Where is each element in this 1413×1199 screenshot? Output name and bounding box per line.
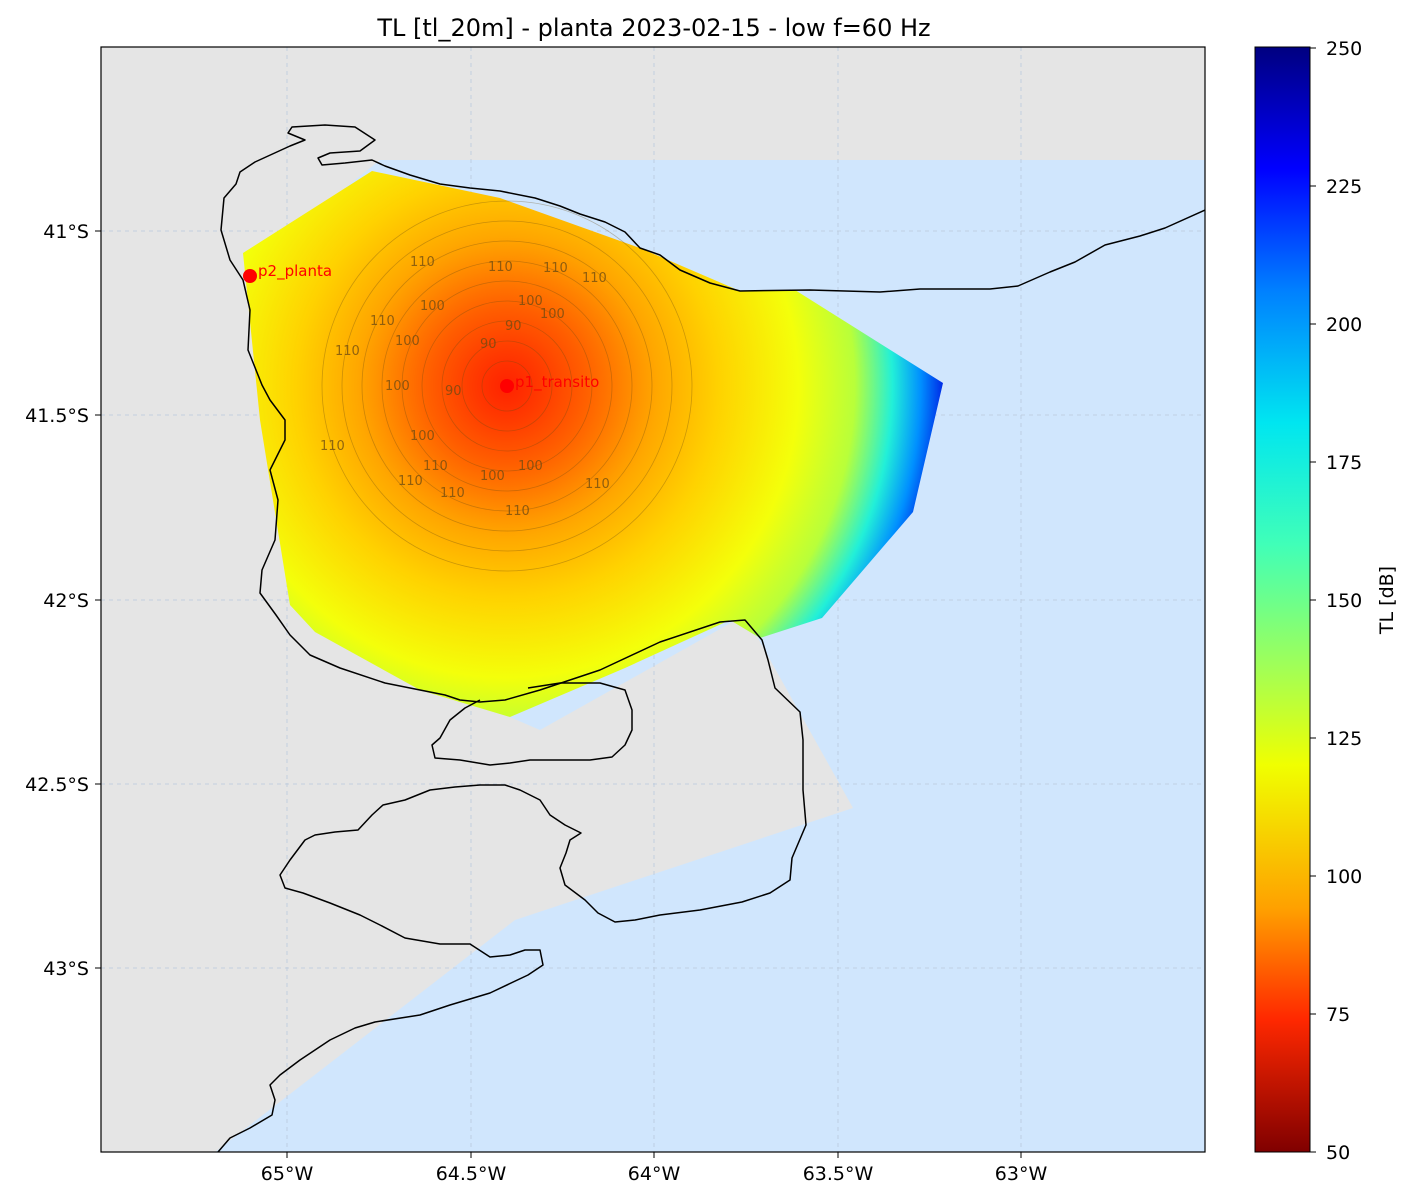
marker-p2-planta[interactable] [243, 269, 257, 283]
map-title: TL [tl_20m] - planta 2023-02-15 - low f=… [376, 14, 930, 42]
contour-label: 100 [480, 469, 505, 484]
map-area: 110 110 110 110 100 100 100 110 110 100 … [101, 47, 1205, 1152]
y-tick-label: 42.5°S [25, 774, 89, 796]
x-tick-label: 63.5°W [803, 1163, 874, 1185]
tl-field-core [243, 171, 943, 717]
station-markers: p2_planta p1_transito [243, 262, 599, 393]
colorbar-tick: 100 [1326, 866, 1362, 888]
y-tick-label: 41.5°S [25, 405, 89, 427]
contour-label: 90 [445, 384, 462, 399]
contour-label: 110 [410, 255, 435, 270]
x-tick-label: 65°W [261, 1163, 314, 1185]
contour-label: 100 [395, 334, 420, 349]
contour-label: 110 [582, 271, 607, 286]
contour-label: 100 [540, 307, 565, 322]
contour-labels: 110 110 110 110 100 100 100 110 110 100 … [320, 255, 610, 519]
colorbar-label: TL [dB] [1376, 566, 1398, 635]
colorbar-tick: 75 [1326, 1004, 1350, 1026]
contour-label: 100 [420, 299, 445, 314]
y-tick-label: 41°S [43, 221, 89, 243]
marker-label-p2-planta: p2_planta [258, 262, 332, 281]
contour-label: 100 [518, 294, 543, 309]
colorbar-tick: 225 [1326, 176, 1362, 198]
contour-label: 100 [518, 459, 543, 474]
contour-label: 110 [335, 344, 360, 359]
marker-label-p1-transito: p1_transito [515, 373, 599, 392]
colorbar-tick: 125 [1326, 728, 1362, 750]
contour-label: 100 [410, 429, 435, 444]
contour-label: 110 [505, 504, 530, 519]
contour-label: 110 [440, 486, 465, 501]
x-tick-label: 64.5°W [436, 1163, 507, 1185]
coastlines [217, 124, 1205, 1152]
y-tick-label: 43°S [43, 958, 89, 980]
colorbar-tick: 200 [1326, 314, 1362, 336]
contour-label: 110 [423, 459, 448, 474]
contour-label: 90 [480, 337, 497, 352]
colorbar-tick: 250 [1326, 38, 1362, 60]
x-tick-label: 63°W [995, 1163, 1048, 1185]
contour-label: 100 [385, 379, 410, 394]
y-axis: 41°S 41.5°S 42°S 42.5°S 43°S [25, 221, 101, 980]
contour-label: 110 [398, 474, 423, 489]
contour-label: 110 [370, 314, 395, 329]
contour-label: 110 [543, 261, 568, 276]
contour-label: 110 [488, 260, 513, 275]
coastline-peninsula-inner [431, 682, 633, 766]
contour-label: 90 [505, 319, 522, 334]
colorbar-tick: 150 [1326, 590, 1362, 612]
colorbar-gradient [1254, 46, 1311, 1153]
x-tick-label: 64°W [628, 1163, 681, 1185]
y-tick-label: 42°S [43, 590, 89, 612]
tl-contours [321, 200, 693, 572]
marker-p1-transito[interactable] [500, 379, 514, 393]
colorbar-tick: 50 [1326, 1142, 1350, 1164]
coastline-north [217, 124, 1205, 1152]
x-axis: 65°W 64.5°W 64°W 63.5°W 63°W [261, 1152, 1048, 1185]
colorbar: 250 225 200 175 150 125 100 75 50 TL [dB… [1254, 38, 1398, 1164]
colorbar-tick: 175 [1326, 452, 1362, 474]
contour-label: 110 [585, 477, 610, 492]
contour-label: 110 [320, 439, 345, 454]
